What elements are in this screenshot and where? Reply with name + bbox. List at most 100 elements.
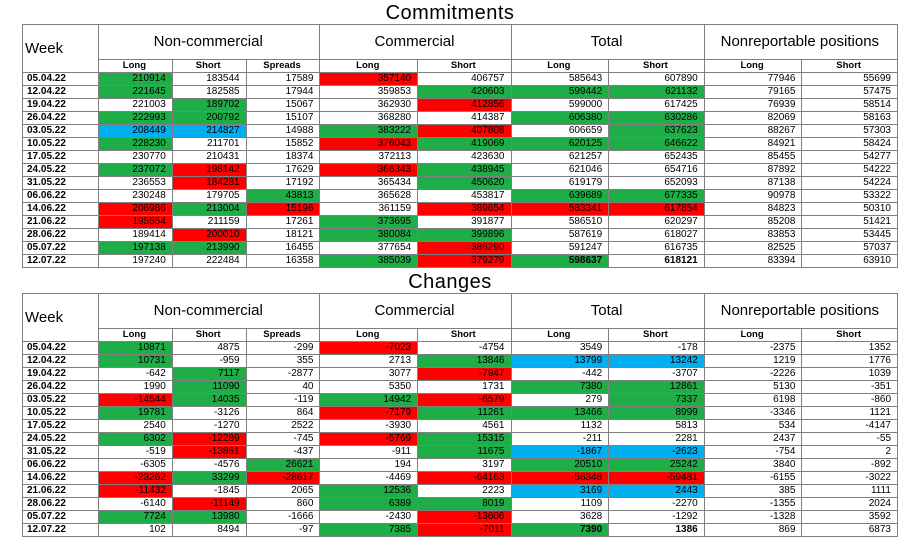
value-cell: 189414 xyxy=(97,228,173,242)
value-cell: -12289 xyxy=(171,432,247,446)
changes-column-header: Short xyxy=(801,328,898,342)
value-cell: 10871 xyxy=(97,341,173,355)
value-cell: 864 xyxy=(245,406,321,420)
value-cell: 83853 xyxy=(703,228,803,242)
value-cell: 607890 xyxy=(608,72,705,86)
value-cell: 1219 xyxy=(703,354,803,368)
value-cell: -13861 xyxy=(171,445,247,459)
value-cell: -4147 xyxy=(801,419,898,433)
value-cell: 14035 xyxy=(171,393,247,407)
value-cell: 3840 xyxy=(703,458,803,472)
value-cell: -642 xyxy=(97,367,173,381)
changes-column-header: Short xyxy=(417,328,512,342)
value-cell: -3346 xyxy=(703,406,803,420)
value-cell: -6140 xyxy=(97,497,173,511)
changes-group-header: Non-commercial xyxy=(97,293,321,329)
value-cell: 438945 xyxy=(417,163,512,177)
value-cell: 373695 xyxy=(319,215,419,229)
table-row: 17.05.22 2540 -1270 2522 -3930 4561 1132 5813 53… xyxy=(22,419,898,433)
value-cell: 57475 xyxy=(801,85,898,99)
week-cell: 10.05.22 xyxy=(22,406,99,420)
value-cell: 102 xyxy=(97,523,173,537)
value-cell: 54224 xyxy=(801,176,898,190)
value-cell: -55 xyxy=(801,432,898,446)
value-cell: -745 xyxy=(245,432,321,446)
week-cell: 06.06.22 xyxy=(22,458,99,472)
value-cell: 5813 xyxy=(608,419,705,433)
value-cell: -2226 xyxy=(703,367,803,381)
value-cell: 54277 xyxy=(801,150,898,164)
table-row: 31.05.22 -519 -13861 -437 -911 11675 -1867 -262… xyxy=(22,445,898,459)
commitments-column-header: Short xyxy=(171,59,247,73)
commitments-group-header: Non-commercial xyxy=(97,24,321,60)
value-cell: 17192 xyxy=(245,176,321,190)
week-cell: 21.06.22 xyxy=(22,215,99,229)
value-cell: 198142 xyxy=(171,163,247,177)
value-cell: 26621 xyxy=(245,458,321,472)
value-cell: 13846 xyxy=(417,354,512,368)
value-cell: 8999 xyxy=(608,406,705,420)
value-cell: 1386 xyxy=(608,523,705,537)
value-cell: 213004 xyxy=(171,202,247,216)
value-cell: 179705 xyxy=(171,189,247,203)
value-cell: 357140 xyxy=(319,72,419,86)
commitments-group-header: Commercial xyxy=(319,24,512,60)
value-cell: 860 xyxy=(245,497,321,511)
table-row: 24.05.22 237072 198142 17629 366343 438945 621… xyxy=(22,163,898,177)
value-cell: 214827 xyxy=(171,124,247,138)
commitments-column-header: Spreads xyxy=(245,59,321,73)
table-row: 10.05.22 228230 211701 15852 376043 419069 620… xyxy=(22,137,898,151)
value-cell: 200792 xyxy=(171,111,247,125)
value-cell: -299 xyxy=(245,341,321,355)
commitments-column-header: Short xyxy=(608,59,705,73)
value-cell: 63910 xyxy=(801,254,898,268)
value-cell: 12861 xyxy=(608,380,705,394)
value-cell: 869 xyxy=(703,523,803,537)
value-cell: 90978 xyxy=(703,189,803,203)
value-cell: 230248 xyxy=(97,189,173,203)
value-cell: 82069 xyxy=(703,111,803,125)
changes-column-header: Short xyxy=(171,328,247,342)
changes-week-header: Week xyxy=(22,293,99,342)
table-row: 26.04.22 1990 11090 40 5350 1731 7380 12861 5130… xyxy=(22,380,898,394)
value-cell: -519 xyxy=(97,445,173,459)
value-cell: 414387 xyxy=(417,111,512,125)
value-cell: 598637 xyxy=(510,254,610,268)
value-cell: 616735 xyxy=(608,241,705,255)
commitments-column-header: Long xyxy=(97,59,173,73)
value-cell: 183544 xyxy=(171,72,247,86)
table-row: 12.07.22 102 8494 -97 7385 -7011 7390 1386 869 68… xyxy=(22,523,898,537)
value-cell: -2877 xyxy=(245,367,321,381)
value-cell: 16455 xyxy=(245,241,321,255)
value-cell: 385039 xyxy=(319,254,419,268)
value-cell: 617854 xyxy=(608,202,705,216)
value-cell: 210431 xyxy=(171,150,247,164)
value-cell: 619179 xyxy=(510,176,610,190)
value-cell: -860 xyxy=(801,393,898,407)
value-cell: 3628 xyxy=(510,510,610,524)
changes-title: Changes xyxy=(408,271,492,293)
value-cell: -2623 xyxy=(608,445,705,459)
value-cell: 182585 xyxy=(171,85,247,99)
table-row: 06.06.22 -6305 -4576 26621 194 3197 20510 25242… xyxy=(22,458,898,472)
value-cell: 58424 xyxy=(801,137,898,151)
value-cell: 211701 xyxy=(171,137,247,151)
value-cell: 391877 xyxy=(417,215,512,229)
value-cell: 17944 xyxy=(245,85,321,99)
week-cell: 06.06.22 xyxy=(22,189,99,203)
commitments-column-header: Short xyxy=(417,59,512,73)
value-cell: 33299 xyxy=(171,471,247,485)
week-cell: 19.04.22 xyxy=(22,98,99,112)
commitments-column-header: Long xyxy=(510,59,610,73)
week-cell: 28.06.22 xyxy=(22,497,99,511)
value-cell: 2281 xyxy=(608,432,705,446)
table-row: 28.06.22 189414 200010 18121 380084 399896 587… xyxy=(22,228,898,242)
value-cell: -3126 xyxy=(171,406,247,420)
value-cell: 16358 xyxy=(245,254,321,268)
value-cell: 279 xyxy=(510,393,610,407)
week-cell: 03.05.22 xyxy=(22,124,99,138)
value-cell: 7117 xyxy=(171,367,247,381)
table-row: 06.06.22 230248 179705 43813 365628 453817 639… xyxy=(22,189,898,203)
value-cell: 368280 xyxy=(319,111,419,125)
value-cell: 2540 xyxy=(97,419,173,433)
